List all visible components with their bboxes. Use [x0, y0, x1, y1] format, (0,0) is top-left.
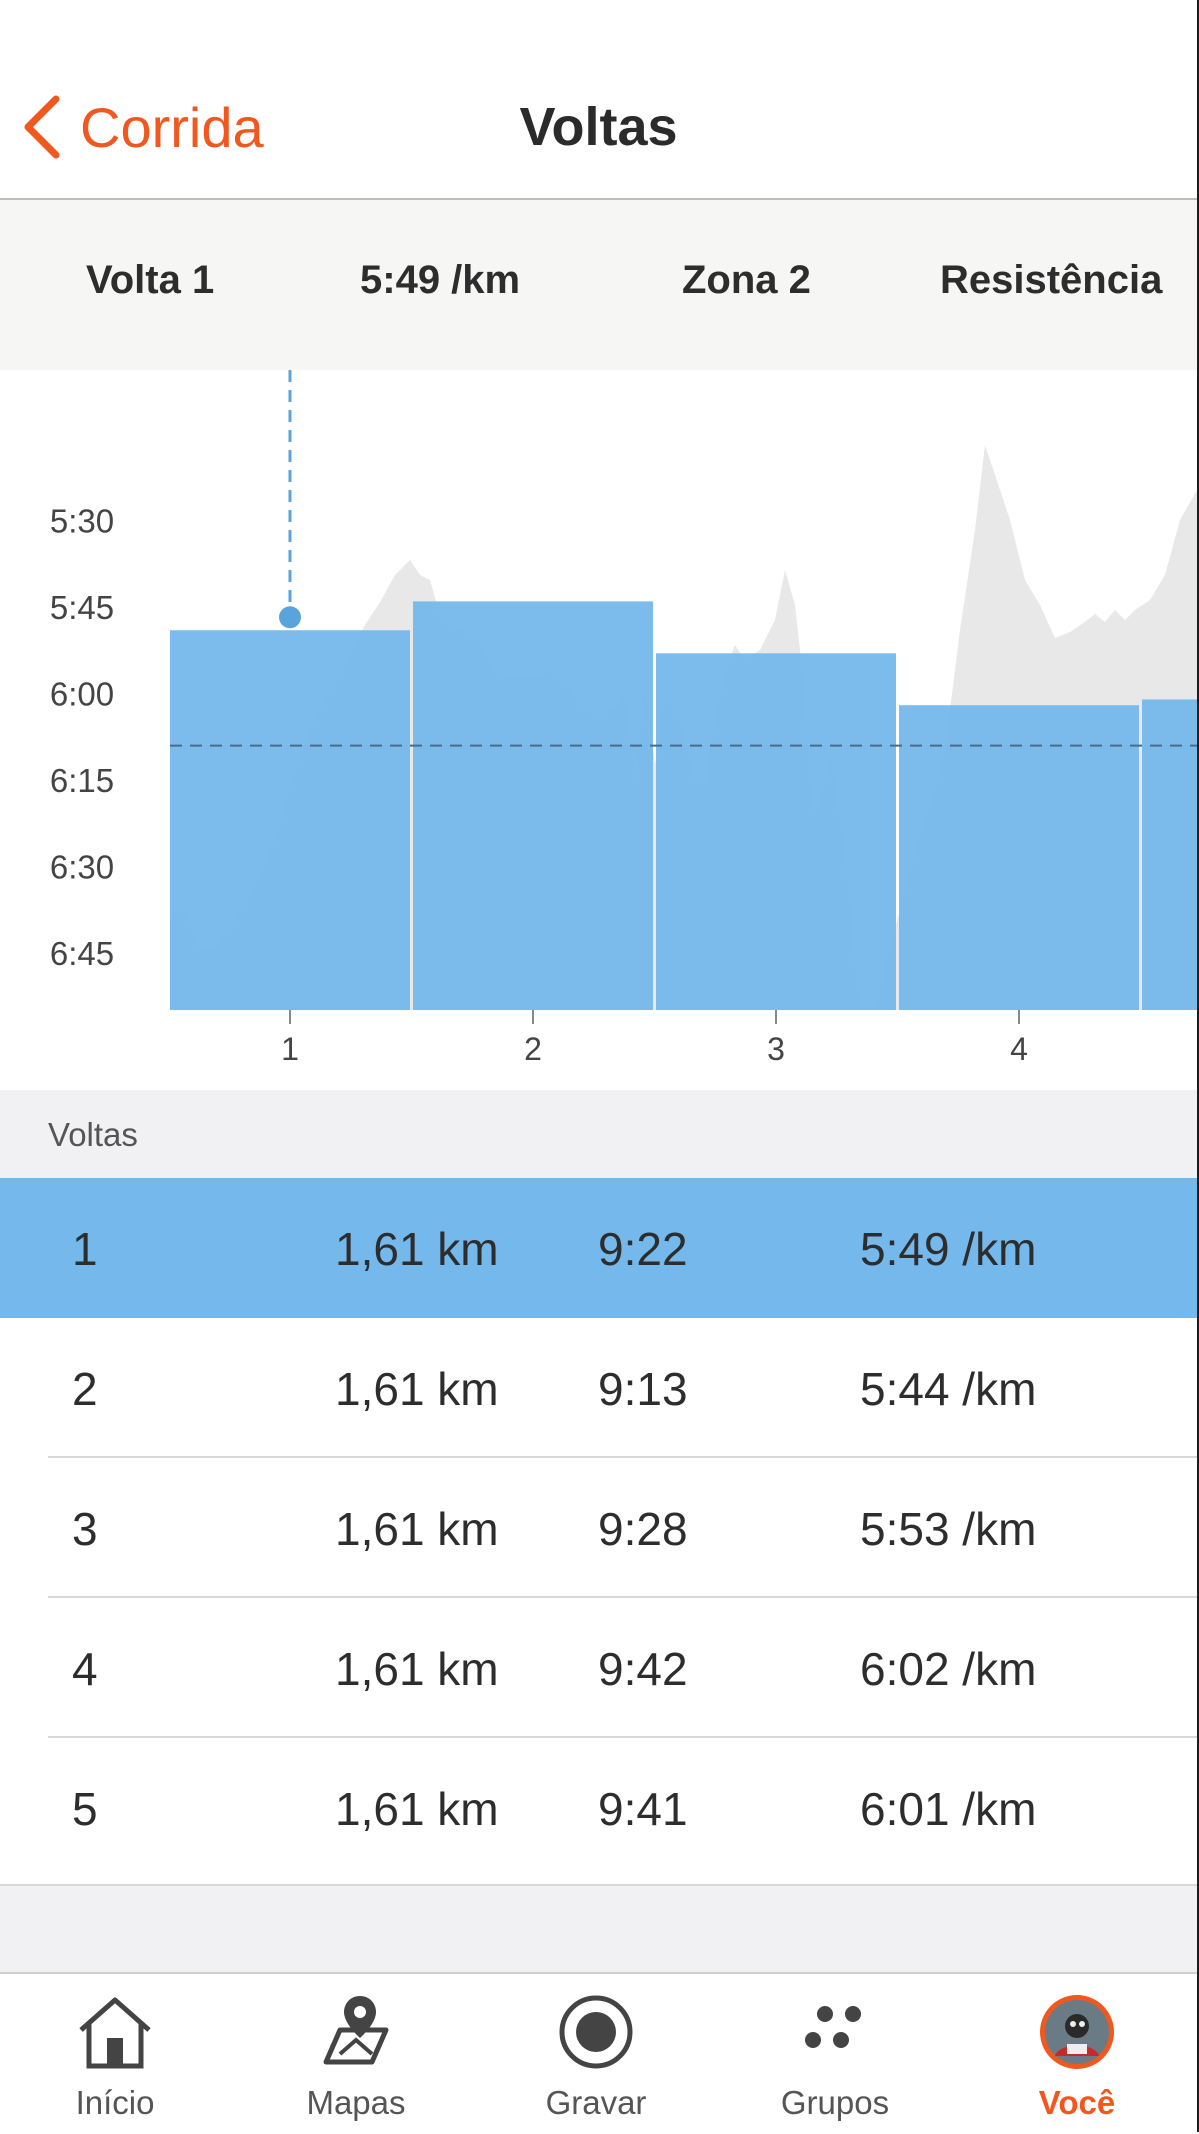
groups-icon — [805, 2006, 861, 2048]
lap-bar — [170, 630, 410, 1010]
lap-distance: 1,61 km — [335, 1783, 499, 1835]
y-tick-label: 5:45 — [50, 589, 114, 626]
table-row[interactable]: 4 1,61 km 9:42 6:02 /km — [0, 1598, 1197, 1738]
page-title: Voltas — [519, 97, 678, 157]
tab-label: Início — [75, 2084, 155, 2121]
tab-maps[interactable]: Mapas — [236, 1974, 476, 2134]
table-row[interactable]: 1 1,61 km 9:22 5:49 /km — [0, 1178, 1197, 1318]
nav-header: Corrida Voltas — [0, 0, 1197, 200]
lap-number: 5 — [72, 1783, 98, 1835]
y-tick-label: 6:30 — [50, 849, 114, 886]
row-divider — [48, 1736, 1197, 1738]
summary-pace: 5:49 /km — [360, 258, 521, 302]
lap-number: 3 — [72, 1503, 98, 1555]
y-tick-label: 6:15 — [50, 762, 114, 799]
y-tick-label: 6:00 — [50, 676, 114, 713]
summary-type: Resistência — [940, 258, 1163, 302]
tab-label: Gravar — [545, 2084, 647, 2121]
summary-zone: Zona 2 — [682, 258, 811, 302]
tab-groups[interactable]: Grupos — [715, 1974, 955, 2134]
back-button[interactable]: Corrida — [22, 92, 264, 162]
lap-pace: 5:49 /km — [860, 1223, 1037, 1275]
table-row[interactable]: 2 1,61 km 9:13 5:44 /km — [0, 1318, 1197, 1458]
tab-label: Grupos — [780, 2084, 890, 2121]
lap-number: 2 — [72, 1363, 98, 1415]
x-tick-label: 2 — [524, 1031, 542, 1067]
home-icon — [79, 1997, 151, 2069]
laps-table: 1 1,61 km 9:22 5:49 /km 2 1,61 km 9:13 5… — [0, 1178, 1197, 1878]
chart-svg: 5:30 5:45 6:00 6:15 6:30 6:45 1 2 3 4 — [50, 370, 1197, 1067]
x-tick-label: 3 — [767, 1031, 785, 1067]
row-divider — [48, 1456, 1197, 1458]
x-tick-label: 4 — [1010, 1031, 1028, 1067]
table-row[interactable]: 3 1,61 km 9:28 5:53 /km — [0, 1458, 1197, 1598]
lap-time: 9:22 — [598, 1223, 688, 1275]
row-divider — [48, 1596, 1197, 1598]
lap-distance: 1,61 km — [335, 1223, 499, 1275]
lap-time: 9:42 — [598, 1643, 688, 1695]
lap-bar — [413, 601, 653, 1010]
lap-time: 9:28 — [598, 1503, 688, 1555]
record-icon — [559, 1995, 633, 2069]
summary-lap: Volta 1 — [86, 258, 215, 302]
lap-bar — [1142, 699, 1197, 1010]
y-tick-label: 5:30 — [50, 503, 114, 540]
laps-section-label: Voltas — [48, 1116, 138, 1153]
lap-pace: 5:53 /km — [860, 1503, 1037, 1555]
table-row[interactable]: 5 1,61 km 9:41 6:01 /km — [0, 1738, 1197, 1878]
laps-section-header: Voltas — [0, 1090, 1197, 1178]
lap-distance: 1,61 km — [335, 1643, 499, 1695]
tab-record[interactable]: Gravar — [476, 1974, 716, 2134]
tab-bar: Início Mapas Gravar Grupos — [0, 1972, 1197, 2134]
tab-home[interactable]: Início — [0, 1974, 235, 2134]
lap-distance: 1,61 km — [335, 1503, 499, 1555]
lap-time: 9:13 — [598, 1363, 688, 1415]
lap-distance: 1,61 km — [335, 1363, 499, 1415]
x-tick-label: 1 — [281, 1031, 299, 1067]
lap-pace: 6:01 /km — [860, 1783, 1037, 1835]
tab-label: Mapas — [306, 2084, 406, 2121]
lap-time: 9:41 — [598, 1783, 688, 1835]
lap-number: 1 — [72, 1223, 98, 1275]
lap-pace: 6:02 /km — [860, 1643, 1037, 1695]
lap-bar — [899, 705, 1139, 1010]
lap-pace-chart[interactable]: 5:30 5:45 6:00 6:15 6:30 6:45 1 2 3 4 — [0, 370, 1197, 1090]
back-label: Corrida — [80, 95, 264, 159]
lap-summary: Volta 1 5:49 /km Zona 2 Resistência — [0, 200, 1197, 370]
y-tick-label: 6:45 — [50, 935, 114, 972]
list-footer-space — [0, 1884, 1197, 1976]
lap-number: 4 — [72, 1643, 98, 1695]
tab-label: Você — [1038, 2084, 1116, 2121]
map-icon — [323, 1996, 389, 2065]
avatar — [1040, 1995, 1114, 2069]
chevron-left-icon — [24, 95, 60, 159]
lap-bar — [656, 653, 896, 1010]
selected-lap-marker — [279, 606, 301, 629]
lap-pace: 5:44 /km — [860, 1363, 1037, 1415]
tab-you[interactable]: Você — [957, 1974, 1197, 2134]
